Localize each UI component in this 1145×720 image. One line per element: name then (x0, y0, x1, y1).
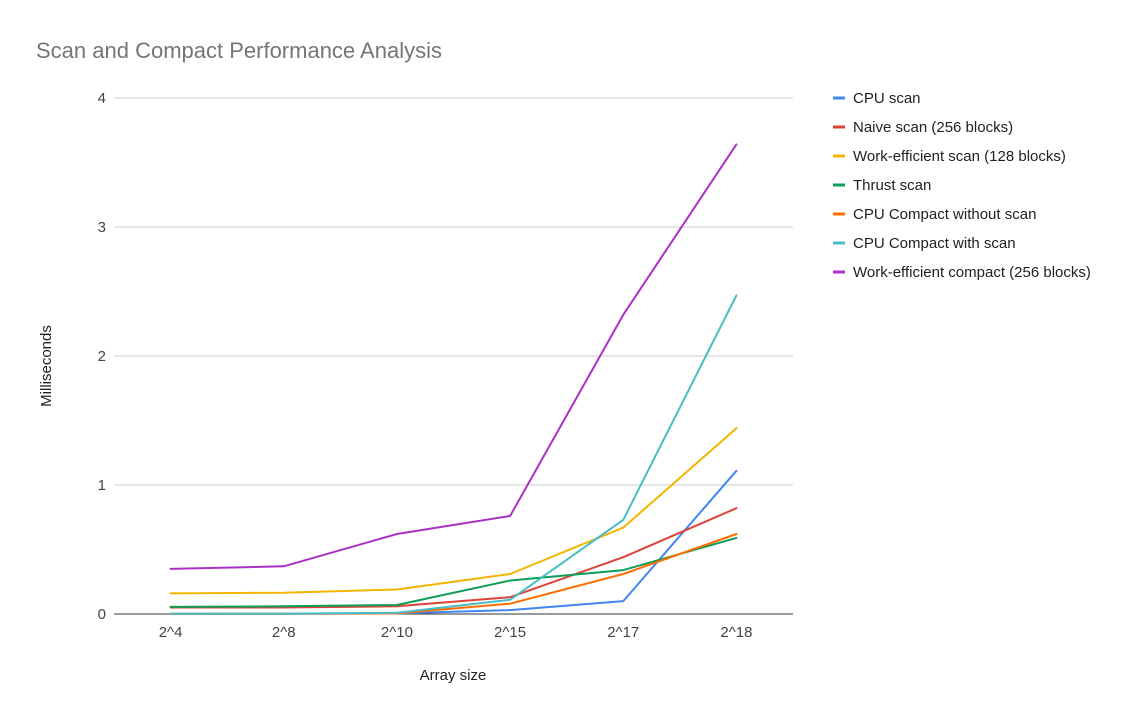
legend-label: CPU Compact without scan (853, 206, 1036, 223)
x-tick-label: 2^17 (607, 624, 639, 641)
legend-label: Naive scan (256 blocks) (853, 119, 1013, 136)
y-tick-label: 2 (98, 348, 106, 365)
series-line (169, 536, 738, 608)
legend-label: Work-efficient scan (128 blocks) (853, 148, 1066, 165)
y-tick-label: 1 (98, 477, 106, 494)
legend: CPU scan Naive scan (256 blocks) Work-effi… (833, 90, 1091, 281)
y-tick-label: 3 (98, 219, 106, 236)
series-line (169, 143, 738, 570)
x-tick-label: 2^15 (494, 624, 526, 641)
x-axis-label: Array size (420, 667, 487, 684)
legend-label: CPU Compact with scan (853, 235, 1016, 252)
x-axis-ticks: 2^4 2^8 2^10 2^15 2^17 2^18 (159, 624, 753, 641)
chart-title: Scan and Compact Performance Analysis (36, 38, 442, 63)
x-tick-label: 2^10 (381, 624, 413, 641)
series-lines (169, 143, 738, 615)
x-tick-label: 2^8 (272, 624, 296, 641)
y-tick-label: 0 (98, 606, 106, 623)
legend-label: Thrust scan (853, 177, 931, 194)
grid-lines (114, 97, 793, 615)
legend-label: CPU scan (853, 90, 921, 107)
y-tick-label: 4 (98, 90, 106, 107)
series-line (169, 507, 738, 609)
series-line (169, 294, 738, 615)
x-tick-label: 2^18 (720, 624, 752, 641)
x-tick-label: 2^4 (159, 624, 183, 641)
series-line (169, 427, 738, 595)
y-axis-ticks: 0 1 2 3 4 (98, 90, 106, 623)
legend-label: Work-efficient compact (256 blocks) (853, 264, 1091, 281)
y-axis-label: Milliseconds (38, 325, 55, 407)
